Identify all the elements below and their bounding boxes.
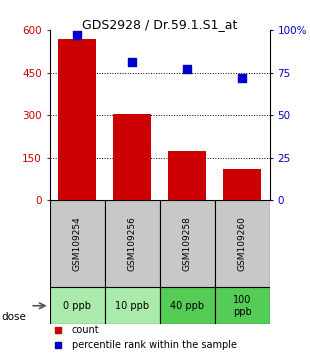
Text: GSM109260: GSM109260 — [238, 216, 247, 271]
Text: 40 ppb: 40 ppb — [170, 301, 204, 311]
Point — [75, 32, 80, 38]
Bar — [215, 287, 270, 324]
Text: 0 ppb: 0 ppb — [63, 301, 91, 311]
Text: 10 ppb: 10 ppb — [115, 301, 149, 311]
Text: GDS2928 / Dr.59.1.S1_at: GDS2928 / Dr.59.1.S1_at — [82, 18, 237, 31]
Text: GSM109254: GSM109254 — [73, 216, 82, 271]
Bar — [160, 287, 215, 324]
Point — [130, 59, 135, 65]
Bar — [168, 151, 206, 200]
Bar — [58, 39, 96, 200]
Point — [185, 67, 190, 72]
Text: count: count — [72, 325, 99, 336]
Point — [240, 75, 245, 81]
Bar — [223, 169, 261, 200]
Bar — [160, 200, 215, 287]
Text: GSM109256: GSM109256 — [128, 216, 137, 271]
Bar — [215, 200, 270, 287]
Text: dose: dose — [2, 312, 26, 322]
Bar — [105, 287, 160, 324]
Bar — [105, 200, 160, 287]
Bar — [50, 287, 105, 324]
Text: 100
ppb: 100 ppb — [233, 295, 251, 316]
Bar — [50, 200, 105, 287]
Bar — [113, 114, 151, 200]
Text: GSM109258: GSM109258 — [183, 216, 192, 271]
Text: percentile rank within the sample: percentile rank within the sample — [72, 340, 237, 350]
